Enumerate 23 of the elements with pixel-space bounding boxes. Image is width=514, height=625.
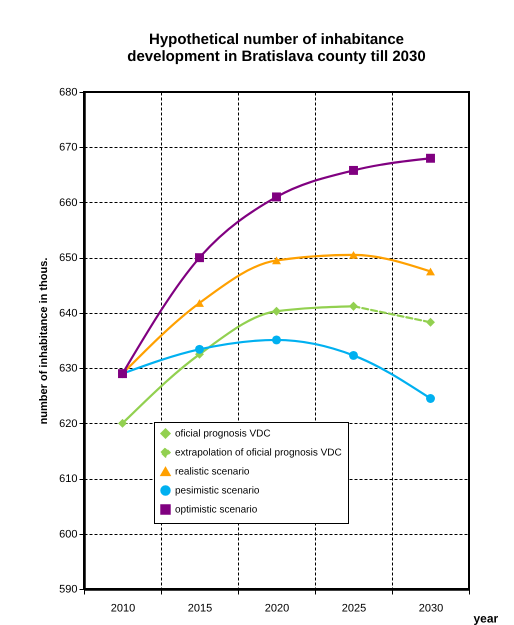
- y-tick-label: 680: [59, 86, 78, 98]
- y-tick-label: 640: [59, 307, 78, 320]
- x-tick-label: 2020: [264, 602, 290, 614]
- legend-label: optimistic scenario: [175, 504, 258, 516]
- y-tick-label: 600: [59, 528, 78, 540]
- y-tick-label: 590: [59, 584, 78, 596]
- legend-label: pesimistic scenario: [175, 486, 260, 496]
- legend-label: oficial prognosis VDC: [175, 428, 271, 440]
- y-tick-label: 660: [59, 196, 78, 209]
- y-axis-title: number of inhabitance in thous.: [38, 258, 50, 424]
- y-tick-label: 620: [59, 418, 78, 430]
- x-tick-label: 2025: [342, 602, 366, 614]
- legend-label: realistic scenario: [175, 466, 250, 478]
- y-tick-label: 670: [59, 142, 78, 154]
- y-tick-label: 610: [59, 473, 78, 486]
- x-tick-label: 2015: [188, 602, 212, 614]
- x-axis-title: year: [474, 612, 499, 625]
- y-tick-label: 630: [59, 362, 78, 375]
- y-tick-label: 650: [59, 252, 78, 264]
- chart-title: Hypothetical number of inhabitance development in Bratislava county till 2030: [127, 31, 426, 65]
- x-tick-label: 2010: [110, 602, 136, 614]
- legend-label: extrapolation of oficial prognosis VDC: [175, 448, 342, 458]
- x-tick-label: 2030: [418, 602, 444, 614]
